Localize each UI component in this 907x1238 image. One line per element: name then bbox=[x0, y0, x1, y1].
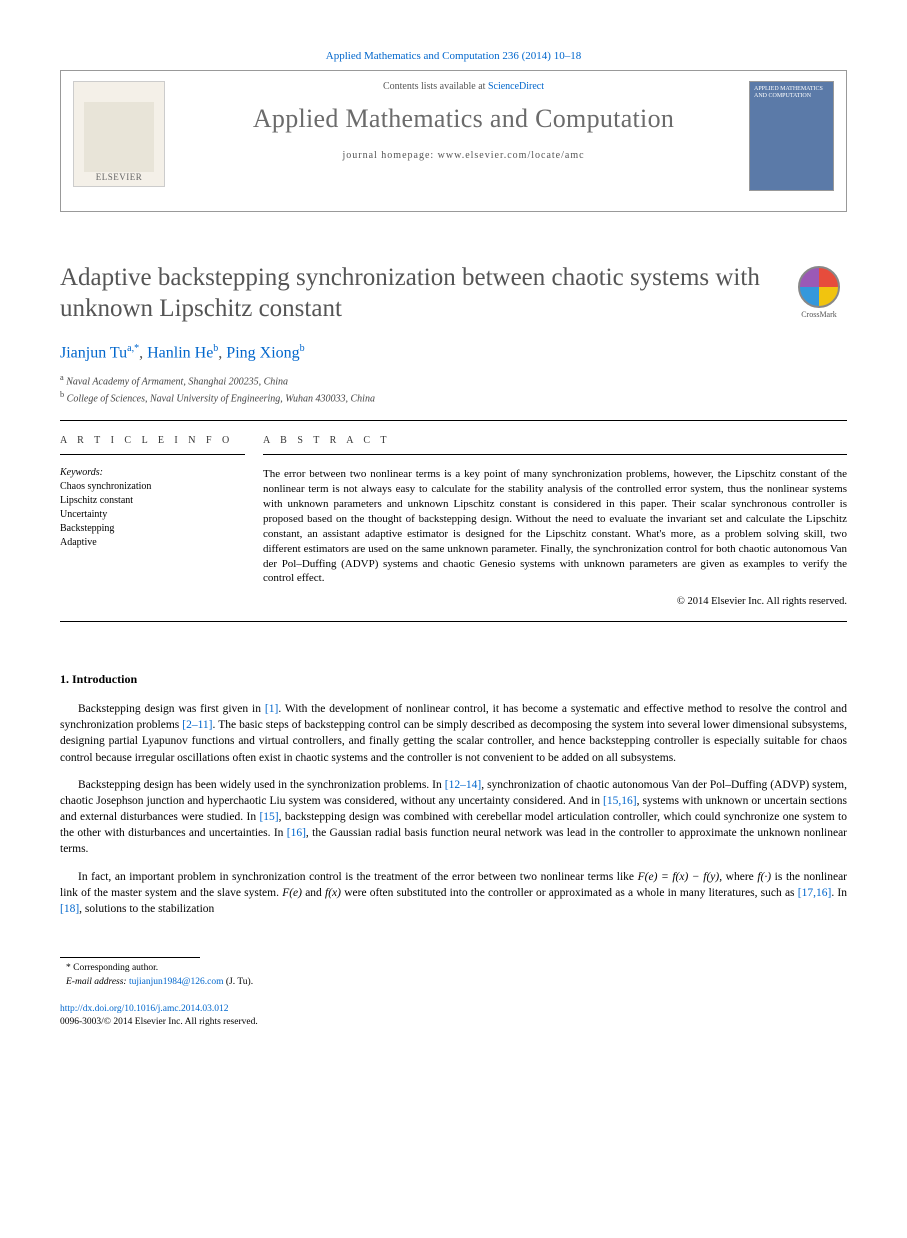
ref-15-16[interactable]: [15,16] bbox=[603, 795, 637, 807]
ref-1[interactable]: [1] bbox=[265, 703, 278, 715]
page-footer: http://dx.doi.org/10.1016/j.amc.2014.03.… bbox=[60, 1003, 847, 1030]
keyword: Uncertainty bbox=[60, 508, 245, 522]
paragraph-2: Backstepping design has been widely used… bbox=[60, 777, 847, 857]
affiliation-a: Naval Academy of Armament, Shanghai 2002… bbox=[66, 376, 288, 387]
affiliations: a Naval Academy of Armament, Shanghai 20… bbox=[60, 372, 847, 407]
doi-link[interactable]: http://dx.doi.org/10.1016/j.amc.2014.03.… bbox=[60, 1004, 228, 1014]
ref-18[interactable]: [18] bbox=[60, 903, 79, 915]
journal-homepage: journal homepage: www.elsevier.com/locat… bbox=[183, 150, 744, 161]
ref-12-14[interactable]: [12–14] bbox=[445, 779, 481, 791]
corresponding-author-note: * Corresponding author. bbox=[72, 962, 847, 975]
article-info-column: A R T I C L E I N F O Keywords: Chaos sy… bbox=[60, 421, 263, 621]
keyword: Chaos synchronization bbox=[60, 480, 245, 494]
sciencedirect-link[interactable]: ScienceDirect bbox=[488, 81, 544, 92]
keyword: Backstepping bbox=[60, 522, 245, 536]
author-email-link[interactable]: tujianjun1984@126.com bbox=[129, 977, 224, 987]
ref-17-16[interactable]: [17,16] bbox=[798, 887, 832, 899]
ref-15[interactable]: [15] bbox=[259, 811, 278, 823]
author-2[interactable]: Hanlin He bbox=[147, 344, 213, 361]
journal-header: ELSEVIER APPLIED MATHEMATICS AND COMPUTA… bbox=[60, 70, 847, 212]
authors-line: Jianjun Tua,*, Hanlin Heb, Ping Xiongb bbox=[60, 343, 847, 362]
paragraph-1: Backstepping design was first given in [… bbox=[60, 701, 847, 765]
paragraph-3: In fact, an important problem in synchro… bbox=[60, 869, 847, 917]
elsevier-tree-icon bbox=[84, 102, 154, 172]
elsevier-text: ELSEVIER bbox=[96, 172, 143, 182]
abstract-heading: A B S T R A C T bbox=[263, 435, 847, 455]
email-note: E-mail address: tujianjun1984@126.com (J… bbox=[72, 976, 847, 989]
cover-text: APPLIED MATHEMATICS AND COMPUTATION bbox=[754, 86, 829, 100]
abstract-column: A B S T R A C T The error between two no… bbox=[263, 421, 847, 621]
contents-available: Contents lists available at ScienceDirec… bbox=[183, 81, 744, 92]
crossmark-label: CrossMark bbox=[801, 310, 837, 319]
issn-copyright: 0096-3003/© 2014 Elsevier Inc. All right… bbox=[60, 1016, 847, 1029]
section-1-heading: 1. Introduction bbox=[60, 672, 847, 687]
keyword: Adaptive bbox=[60, 536, 245, 550]
keyword: Lipschitz constant bbox=[60, 494, 245, 508]
article-info-heading: A R T I C L E I N F O bbox=[60, 435, 245, 455]
abstract-text: The error between two nonlinear terms is… bbox=[263, 467, 847, 586]
article-title: Adaptive backstepping synchronization be… bbox=[60, 262, 771, 325]
author-3[interactable]: Ping Xiong bbox=[226, 344, 299, 361]
journal-cover-thumbnail[interactable]: APPLIED MATHEMATICS AND COMPUTATION bbox=[749, 81, 834, 191]
ref-2-11[interactable]: [2–11] bbox=[182, 719, 212, 731]
elsevier-logo[interactable]: ELSEVIER bbox=[73, 81, 165, 187]
keywords-label: Keywords: bbox=[60, 467, 245, 478]
crossmark-icon bbox=[798, 266, 840, 308]
crossmark-badge[interactable]: CrossMark bbox=[791, 266, 847, 322]
affiliation-b: College of Sciences, Naval University of… bbox=[67, 393, 375, 404]
journal-name: Applied Mathematics and Computation bbox=[183, 104, 744, 134]
ref-16[interactable]: [16] bbox=[287, 827, 306, 839]
abstract-copyright: © 2014 Elsevier Inc. All rights reserved… bbox=[263, 596, 847, 607]
citation-link[interactable]: Applied Mathematics and Computation 236 … bbox=[326, 50, 581, 62]
author-1[interactable]: Jianjun Tu bbox=[60, 344, 127, 361]
homepage-url[interactable]: www.elsevier.com/locate/amc bbox=[438, 150, 585, 161]
footnote-rule bbox=[60, 957, 200, 958]
citation-line: Applied Mathematics and Computation 236 … bbox=[60, 50, 847, 62]
